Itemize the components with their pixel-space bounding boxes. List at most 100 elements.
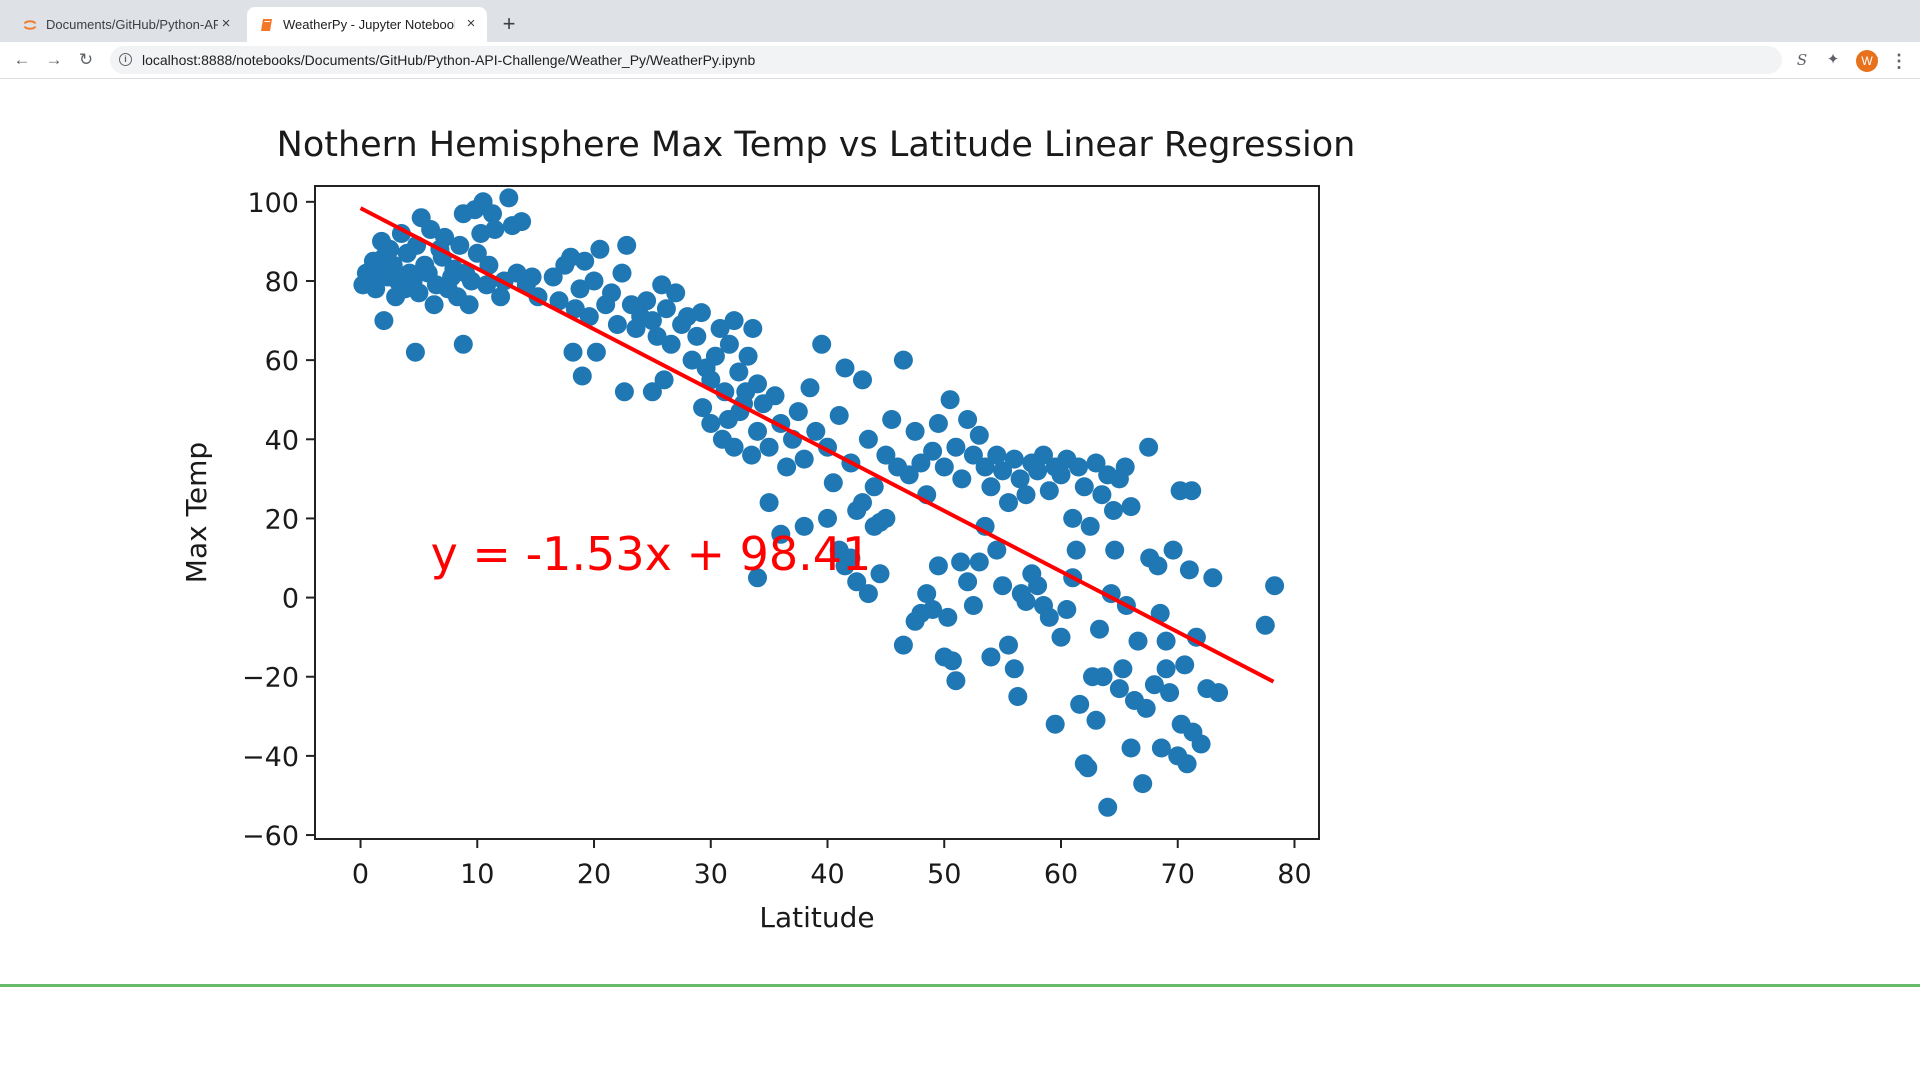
data-point [858,429,878,449]
x-tick-label: 80 [1277,859,1311,890]
data-point [1045,714,1065,734]
data-point [477,275,497,295]
tab-weatherpy[interactable]: WeatherPy - Jupyter Notebook × [247,7,487,42]
data-point [724,437,744,457]
data-point [1028,576,1048,596]
data-point [1008,687,1028,706]
data-point [993,576,1013,596]
menu-icon[interactable]: ⋮ [1890,51,1908,71]
data-point [682,350,702,370]
data-point [691,303,711,323]
data-point [882,410,902,429]
data-point [666,283,686,303]
data-point [575,251,595,271]
data-points [353,188,1285,817]
data-point [1074,477,1094,497]
data-point [1092,485,1112,505]
forward-icon[interactable]: → [45,50,63,69]
data-point [491,287,511,307]
data-point [870,564,890,584]
data-point [999,635,1018,655]
data-point [1051,627,1071,647]
data-point [1004,449,1024,469]
data-point [777,457,797,477]
data-point [701,414,721,433]
data-point [652,275,672,295]
data-point [748,568,767,588]
data-point [522,267,542,287]
reload-icon[interactable]: ↻ [78,50,94,69]
data-point [999,493,1018,513]
data-point [1163,540,1183,560]
tab-title: WeatherPy - Jupyter Notebook [283,17,455,32]
data-point [899,465,919,485]
data-point [923,441,943,461]
data-point [1028,461,1048,481]
data-point [823,473,843,493]
data-point [1144,675,1164,695]
regression-line [359,206,1275,684]
data-point [1121,738,1141,758]
data-point [661,334,681,354]
data-point [485,220,505,239]
data-point [1063,508,1083,528]
address-bar[interactable]: i localhost:8888/notebooks/Documents/Git… [110,46,1880,74]
data-point [911,453,931,473]
data-point [424,295,444,315]
data-point [818,508,837,528]
data-point [479,255,499,275]
y-tick-label: −20 [242,663,299,694]
data-point [656,299,676,319]
puzzle-icon[interactable]: ✦ [1826,51,1840,68]
data-point [800,378,820,398]
tab-directory[interactable]: Documents/GitHub/Python-API-Challenge/ × [10,7,242,42]
y-tick-label: −60 [242,821,299,852]
jupyter-icon [23,19,37,30]
data-point [570,279,590,299]
url-text[interactable]: localhost:8888/notebooks/Documents/GitHu… [142,52,756,68]
tab-strip: Documents/GitHub/Python-API-Challenge/ ×… [0,0,1920,42]
data-point [1128,631,1148,651]
data-point [705,346,725,366]
new-tab-icon[interactable]: + [502,11,516,36]
data-point [905,421,925,441]
data-point [1150,603,1170,623]
avatar[interactable]: W [1856,50,1878,72]
info-icon[interactable]: i [119,53,132,66]
data-point [847,572,867,592]
data-point [1151,738,1171,758]
data-point [693,398,713,418]
data-point [614,382,634,402]
data-point [1139,437,1159,457]
data-point [987,540,1007,560]
data-point [759,437,779,457]
data-point [864,477,884,497]
data-point [1093,667,1113,687]
data-point [586,342,606,362]
extension-s-icon[interactable]: S [1796,51,1808,69]
data-point [1070,694,1090,714]
data-point [841,548,861,568]
data-point [405,342,425,362]
close-icon[interactable]: × [221,15,231,32]
data-point [1121,497,1141,517]
data-point [1057,600,1077,619]
cell-border [0,984,1920,987]
data-point [981,647,1001,667]
data-point [579,307,599,327]
y-axis: −60 −40 −20 0 20 40 60 80 100 [242,188,315,852]
data-point [1039,607,1059,627]
data-point [1051,465,1071,485]
data-point [543,267,563,287]
data-point [701,370,721,390]
y-tick-label: 40 [265,425,299,456]
close-icon[interactable]: × [466,15,476,32]
data-point [380,239,400,259]
data-point [765,386,785,406]
x-tick-label: 50 [927,859,961,890]
data-point [934,457,954,477]
data-point [1078,758,1098,778]
back-icon[interactable]: ← [13,50,31,69]
data-point [1034,445,1053,465]
data-point [1209,683,1229,703]
